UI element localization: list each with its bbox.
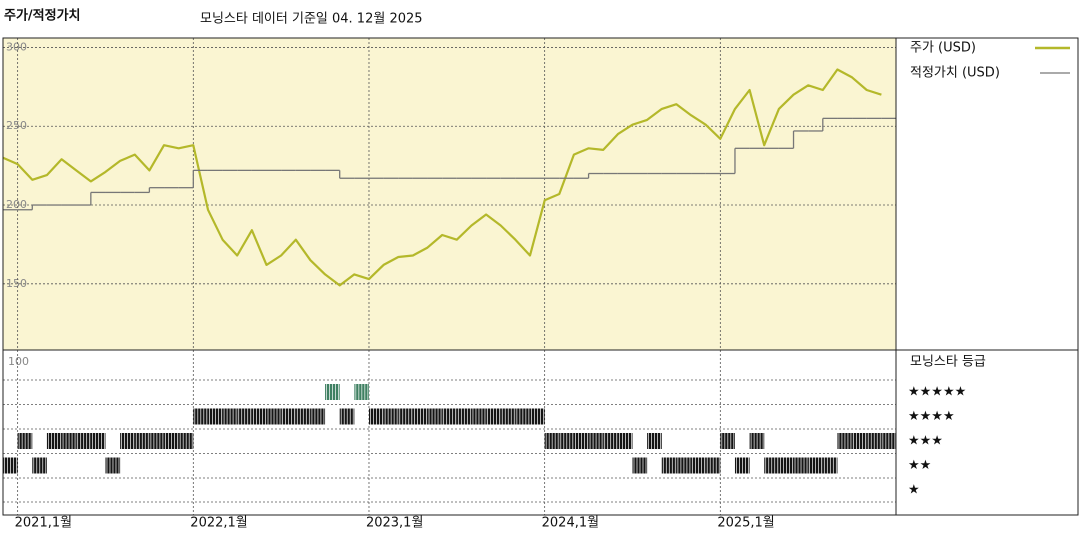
rating-mark xyxy=(193,408,208,425)
rating-mark xyxy=(515,408,531,425)
rating-mark xyxy=(310,408,326,425)
rating-mark xyxy=(617,433,633,449)
rating-mark xyxy=(705,457,721,474)
rating-mark xyxy=(559,433,574,449)
legend-label: 적정가치 (USD) xyxy=(910,66,1000,81)
rating-mark xyxy=(471,408,487,425)
rating-mark xyxy=(325,384,340,400)
rating-mark xyxy=(588,433,604,449)
rating-axis-label: 100 xyxy=(8,355,29,368)
rating-mark xyxy=(808,457,823,474)
rating-mark xyxy=(881,433,896,449)
rating-mark xyxy=(134,433,150,449)
rating-mark xyxy=(632,457,648,474)
rating-mark xyxy=(573,433,589,449)
rating-mark xyxy=(266,408,282,425)
rating-mark xyxy=(178,433,194,449)
rating-mark xyxy=(427,408,443,425)
y-tick-label: 250 xyxy=(6,119,27,132)
chart-subtitle: 모닝스타 데이터 기준일 04. 12월 2025 xyxy=(200,12,423,27)
rating-mark xyxy=(251,408,267,425)
rating-mark xyxy=(207,408,223,425)
rating-mark xyxy=(398,408,413,425)
rating-mark xyxy=(661,457,677,474)
rating-mark xyxy=(442,408,457,425)
rating-mark xyxy=(90,433,106,449)
price-line xyxy=(2,68,882,287)
frame xyxy=(2,37,1079,516)
rating-mark xyxy=(164,433,179,449)
rating-level-label: ★★★ xyxy=(908,434,943,449)
rating-mark xyxy=(500,408,516,425)
rating-mark xyxy=(32,457,47,474)
rating-mark xyxy=(486,408,501,425)
rating-level-label: ★ xyxy=(908,483,920,498)
x-tick-label: 2025,1월 xyxy=(717,516,774,531)
plot-background xyxy=(3,38,896,350)
rating-mark xyxy=(3,457,18,474)
rating-mark xyxy=(17,433,33,449)
rating-level-label: ★★★★ xyxy=(908,409,955,424)
x-tick-label: 2022,1월 xyxy=(190,516,247,531)
rating-mark xyxy=(866,433,882,449)
x-tick-label: 2021,1월 xyxy=(15,516,72,531)
x-tick-label: 2023,1월 xyxy=(366,516,423,531)
rating-level-label: ★★★★★ xyxy=(908,385,966,400)
rating-mark xyxy=(822,457,838,474)
rating-mark xyxy=(734,457,750,474)
rating-mark xyxy=(749,433,765,449)
rating-mark xyxy=(793,457,809,474)
x-tick-label: 2024,1월 xyxy=(542,516,599,531)
rating-mark xyxy=(720,433,735,449)
rating-mark xyxy=(852,433,867,449)
rating-level-label: ★★ xyxy=(908,458,931,473)
rating-mark xyxy=(412,408,428,425)
rating-mark xyxy=(46,433,62,449)
y-tick-label: 150 xyxy=(6,277,27,290)
rating-mark xyxy=(61,433,77,449)
rating-mark xyxy=(837,433,853,449)
rating-mark xyxy=(354,384,369,400)
y-tick-label: 300 xyxy=(6,40,27,53)
rating-mark xyxy=(222,408,238,425)
rating-mark xyxy=(295,408,311,425)
rating-title: 모닝스타 등급 xyxy=(910,355,986,370)
rating-mark xyxy=(764,457,779,474)
rating-mark xyxy=(105,457,121,474)
legend-label: 주가 (USD) xyxy=(910,41,976,56)
rating-mark xyxy=(120,433,135,449)
rating-mark xyxy=(647,433,662,449)
rating-mark xyxy=(281,408,296,425)
rating-mark xyxy=(149,433,165,449)
rating-mark xyxy=(76,433,91,449)
rating-mark xyxy=(676,457,692,474)
rating-mark xyxy=(778,457,794,474)
rating-mark xyxy=(237,408,252,425)
rating-mark xyxy=(530,408,545,425)
rating-mark xyxy=(691,457,706,474)
rating-mark xyxy=(383,408,399,425)
rating-mark xyxy=(339,408,355,425)
rating-mark xyxy=(456,408,472,425)
chart-title: 주가/적정가치 xyxy=(4,8,81,24)
rating-mark xyxy=(544,433,560,449)
rating-mark xyxy=(368,408,384,425)
y-tick-label: 200 xyxy=(6,198,27,211)
rating-mark xyxy=(603,433,618,449)
